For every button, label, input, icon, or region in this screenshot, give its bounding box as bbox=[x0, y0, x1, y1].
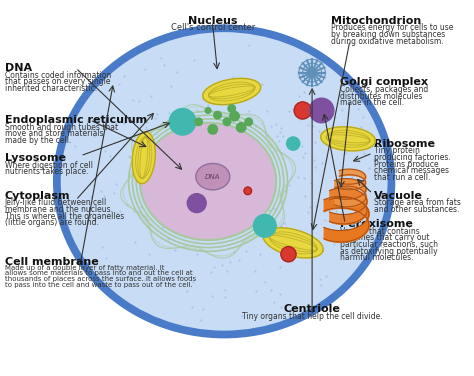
Polygon shape bbox=[321, 127, 375, 151]
Text: made by the cell.: made by the cell. bbox=[5, 136, 71, 145]
Text: thousands of places across the surface. It allows foods: thousands of places across the surface. … bbox=[5, 276, 196, 282]
Circle shape bbox=[287, 137, 300, 150]
Text: by breaking down substances: by breaking down substances bbox=[331, 30, 445, 39]
Circle shape bbox=[169, 109, 196, 135]
Ellipse shape bbox=[140, 123, 276, 240]
Circle shape bbox=[223, 118, 231, 126]
Text: Collects, packages and: Collects, packages and bbox=[340, 85, 428, 94]
Polygon shape bbox=[132, 132, 155, 183]
Text: Tiny protein: Tiny protein bbox=[374, 146, 419, 155]
Ellipse shape bbox=[53, 24, 395, 338]
Text: particular reactions, such: particular reactions, such bbox=[340, 240, 438, 249]
Text: Cell's control center: Cell's control center bbox=[171, 23, 255, 32]
Circle shape bbox=[214, 111, 221, 119]
Ellipse shape bbox=[196, 164, 230, 190]
Text: Lysosome: Lysosome bbox=[5, 153, 66, 163]
Ellipse shape bbox=[59, 30, 390, 333]
Circle shape bbox=[195, 118, 202, 126]
Text: as detoxifying potentially: as detoxifying potentially bbox=[340, 247, 438, 256]
Text: Where digestion of cell: Where digestion of cell bbox=[5, 161, 93, 170]
Text: membrane and the nucleus.: membrane and the nucleus. bbox=[5, 205, 113, 214]
Text: Vesicle that contains: Vesicle that contains bbox=[340, 227, 420, 236]
Text: and other substances.: and other substances. bbox=[374, 205, 459, 214]
Text: chemical messages: chemical messages bbox=[374, 166, 448, 175]
Text: (little organs) are found.: (little organs) are found. bbox=[5, 218, 99, 227]
Text: Smooth and rough tubes that: Smooth and rough tubes that bbox=[5, 123, 118, 132]
Text: enzymes that carry out: enzymes that carry out bbox=[340, 233, 430, 243]
Circle shape bbox=[205, 108, 211, 113]
Text: DNA: DNA bbox=[5, 63, 32, 73]
Text: Proteins produce: Proteins produce bbox=[374, 160, 438, 168]
Circle shape bbox=[294, 102, 311, 119]
Circle shape bbox=[254, 214, 276, 237]
Text: Golgi complex: Golgi complex bbox=[340, 77, 428, 87]
Text: during oxidative metabolism.: during oxidative metabolism. bbox=[331, 37, 444, 45]
Text: Centriole: Centriole bbox=[283, 304, 340, 314]
Text: harmful molecules.: harmful molecules. bbox=[340, 253, 414, 262]
Text: Vacuole: Vacuole bbox=[374, 191, 422, 201]
Text: Made up of a double layer of fatty material. It: Made up of a double layer of fatty mater… bbox=[5, 265, 164, 271]
Text: Nucleus: Nucleus bbox=[188, 16, 237, 26]
Text: Endoplasmic reticulum: Endoplasmic reticulum bbox=[5, 115, 147, 125]
Text: Peroxisome: Peroxisome bbox=[340, 219, 413, 229]
Text: This is where all the organelles: This is where all the organelles bbox=[5, 212, 124, 221]
Text: Produces energy for cells to use: Produces energy for cells to use bbox=[331, 23, 454, 32]
Circle shape bbox=[245, 118, 253, 126]
Text: DNA: DNA bbox=[205, 174, 220, 180]
Circle shape bbox=[187, 194, 206, 212]
Text: allows some materials to pass into and out the cell at: allows some materials to pass into and o… bbox=[5, 270, 192, 276]
Text: producing factories.: producing factories. bbox=[374, 153, 450, 162]
Circle shape bbox=[228, 105, 236, 112]
Text: Ribosome: Ribosome bbox=[374, 139, 435, 149]
Text: inherited characteristic.: inherited characteristic. bbox=[5, 84, 97, 93]
Circle shape bbox=[237, 123, 246, 132]
Text: Cell membrane: Cell membrane bbox=[5, 257, 99, 267]
Text: Tiny organs that help the cell divide.: Tiny organs that help the cell divide. bbox=[242, 312, 383, 321]
Polygon shape bbox=[263, 228, 323, 258]
Text: that passes on every single: that passes on every single bbox=[5, 77, 110, 86]
Circle shape bbox=[309, 98, 334, 123]
Text: nutrients takes place.: nutrients takes place. bbox=[5, 167, 88, 176]
Text: distributes molecules: distributes molecules bbox=[340, 91, 423, 100]
Text: Contains coded information: Contains coded information bbox=[5, 71, 111, 80]
Circle shape bbox=[244, 187, 252, 195]
Text: that run a cell.: that run a cell. bbox=[374, 173, 430, 182]
Text: move and store materials: move and store materials bbox=[5, 129, 103, 138]
Polygon shape bbox=[203, 79, 261, 105]
Circle shape bbox=[281, 247, 296, 262]
Text: Cytoplasm: Cytoplasm bbox=[5, 191, 70, 201]
Text: to pass into the cell and waste to pass out of the cell.: to pass into the cell and waste to pass … bbox=[5, 282, 192, 288]
Circle shape bbox=[230, 111, 239, 121]
Text: Mitochondrion: Mitochondrion bbox=[331, 16, 421, 26]
Text: made in the cell.: made in the cell. bbox=[340, 98, 405, 107]
Text: Storage area from fats: Storage area from fats bbox=[374, 199, 460, 208]
Circle shape bbox=[208, 124, 218, 134]
Text: Jelly-like fluid between cell: Jelly-like fluid between cell bbox=[5, 199, 107, 208]
